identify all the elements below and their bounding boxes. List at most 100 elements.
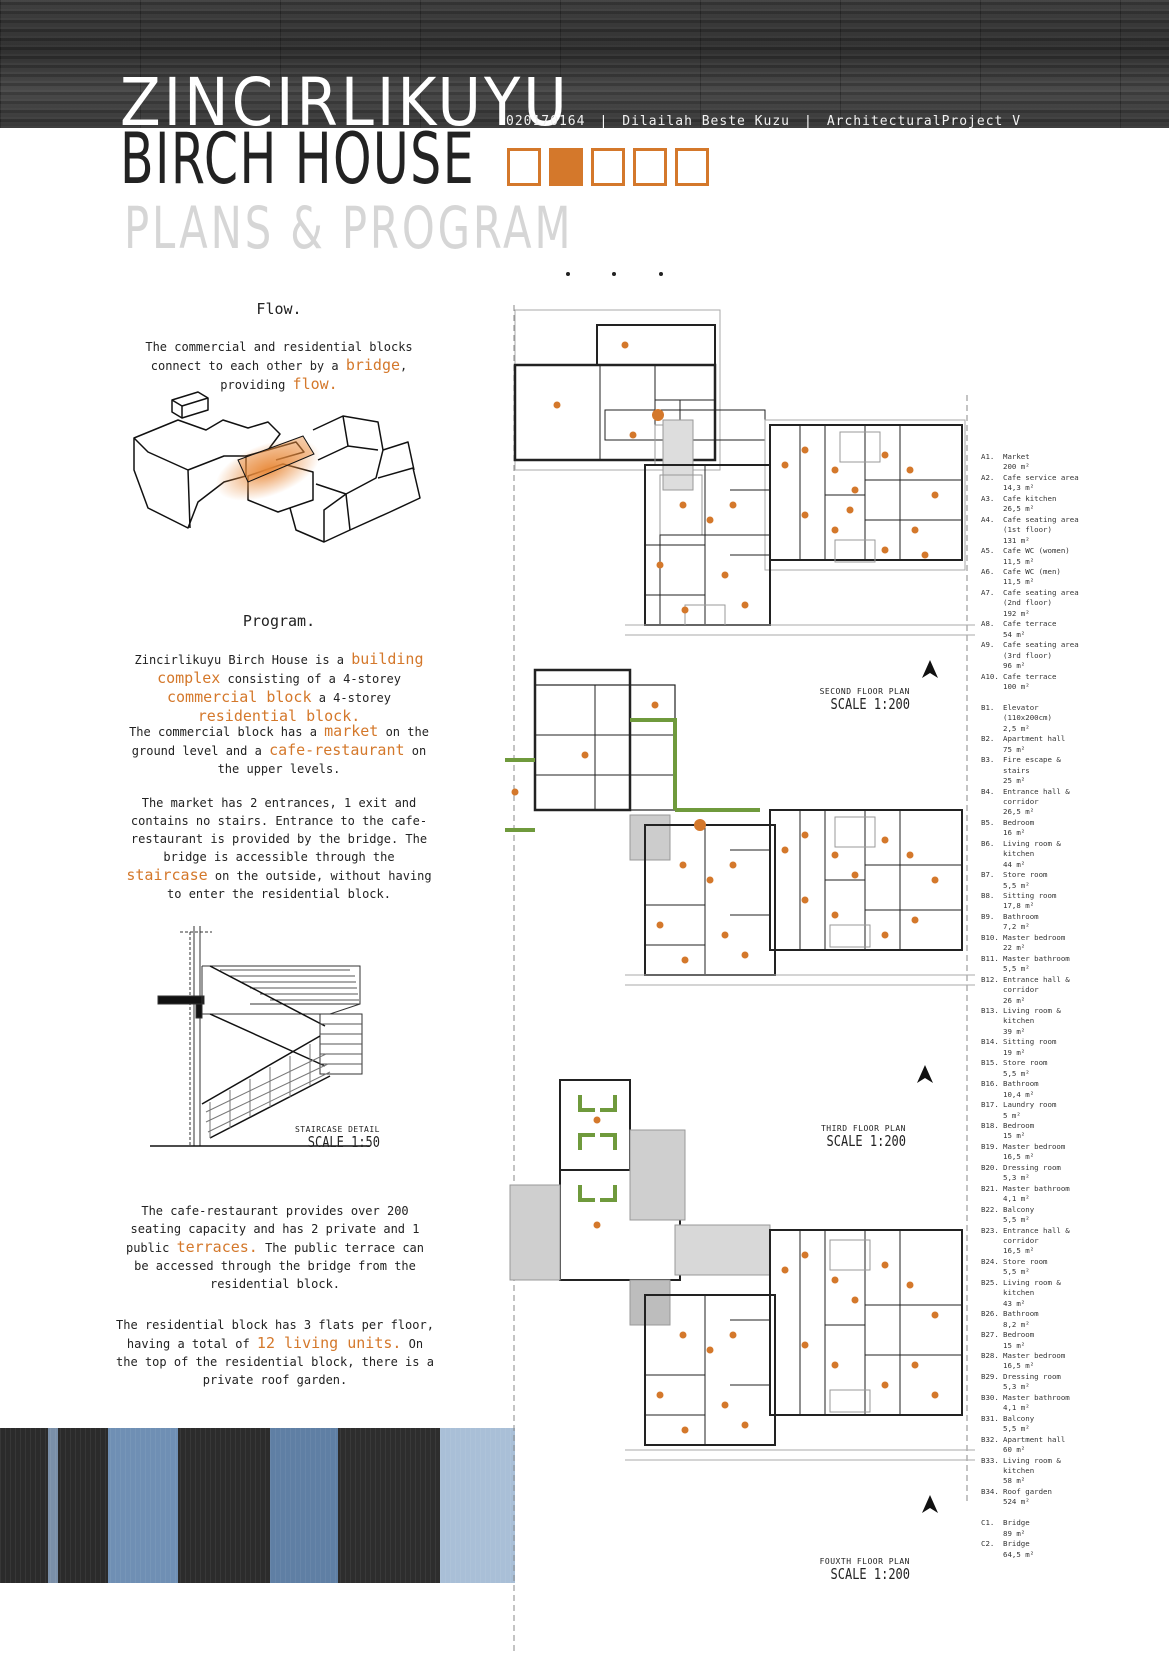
legend-code: B31. [981, 1413, 999, 1423]
program-heading: Program. [242, 612, 316, 630]
legend-code: B13. [981, 1006, 999, 1016]
legend-body: Fire escape & stairs 25 m² [1003, 755, 1091, 786]
legend-room-name: Master bathroom [1003, 1183, 1070, 1193]
legend-item: B32. Apartment hall 60 m² [981, 1435, 1091, 1456]
legend-room-name: Sitting room [1003, 1037, 1057, 1047]
legend-room-sub: (3rd floor) [1003, 650, 1052, 660]
legend-room-area: 39 m² [1003, 1026, 1026, 1036]
legend-item: B2. Apartment hall 75 m² [981, 734, 1091, 755]
text: a 4-storey [311, 691, 391, 705]
legend-room-name: Cafe kitchen [1003, 493, 1057, 503]
legend-code: B7. [981, 870, 995, 880]
legend-room-area: 58 m² [1003, 1476, 1026, 1486]
legend-room-sub: (2nd floor) [1003, 598, 1052, 608]
legend-room-area: 5,3 m² [1003, 1382, 1030, 1392]
legend-item: B34. Roof garden 524 m² [981, 1487, 1091, 1508]
legend-code: B16. [981, 1079, 999, 1089]
legend-code: B29. [981, 1371, 999, 1381]
legend-room-name: Bedroom [1003, 1330, 1035, 1340]
legend-room-name: Master bathroom [1003, 953, 1070, 963]
legend-room-area: 44 m² [1003, 859, 1026, 869]
legend-room-name: Balcony [1003, 1204, 1035, 1214]
legend-code: B20. [981, 1162, 999, 1172]
legend-room-area: 200 m² [1003, 462, 1030, 472]
legend-body: Living room & kitchen 58 m² [1003, 1456, 1091, 1487]
legend-room-area: 75 m² [1003, 744, 1026, 754]
legend-item: B23. Entrance hall & corridor 16,5 m² [981, 1226, 1091, 1257]
legend-item: A4. Cafe seating area (1st floor) 131 m² [981, 515, 1091, 546]
legend-room-name [1003, 1508, 1007, 1518]
legend-room-area: 100 m² [1003, 681, 1030, 691]
legend-code: B32. [981, 1434, 999, 1444]
legend-code: A8. [981, 619, 995, 629]
legend-room-name: Apartment hall [1003, 1434, 1066, 1444]
legend-body: Master bedroom 16,5 m² [1003, 1351, 1065, 1372]
legend-code: B19. [981, 1141, 999, 1151]
staircase-detail-drawing [150, 926, 370, 1147]
legend-body: Bathroom 10,4 m² [1003, 1079, 1039, 1100]
legend-body: Store room 5,5 m² [1003, 870, 1048, 891]
progress-square-active [549, 148, 583, 186]
legend-body: Store room 5,5 m² [1003, 1257, 1048, 1278]
header-meta: 020170164 | Dilailah Beste Kuzu | Architectu… [506, 114, 1021, 129]
legend-body: Bedroom 15 m² [1003, 1121, 1034, 1142]
legend-room-area: 2,5 m² [1003, 723, 1030, 733]
legend-code: A2. [981, 472, 995, 482]
legend-room-name: Balcony [1003, 1413, 1035, 1423]
student-number: 020170164 [506, 114, 586, 129]
legend-item: A2. Cafe service area 14,3 m² [981, 473, 1091, 494]
legend-item: B3. Fire escape & stairs 25 m² [981, 755, 1091, 786]
text: On the top of the residential block, the… [116, 1337, 434, 1387]
legend-room-area: 4,1 m² [1003, 1403, 1030, 1413]
legend-body: Laundry room 5 m² [1003, 1100, 1056, 1121]
legend-code: B5. [981, 817, 995, 827]
legend-code: B23. [981, 1225, 999, 1235]
legend-item: C2. Bridge 64,5 m² [981, 1539, 1091, 1560]
legend-body: Sitting room 17,8 m² [1003, 891, 1056, 912]
author-name: Dilailah Beste Kuzu [622, 114, 790, 129]
legend-room-name: Dressing room [1003, 1371, 1061, 1381]
legend-item: B20. Dressing room 5,3 m² [981, 1163, 1091, 1184]
dot [566, 272, 570, 276]
legend-item: C1. Bridge 89 m² [981, 1518, 1091, 1539]
legend-body: Sitting room 19 m² [1003, 1037, 1056, 1058]
legend-item: A8. Cafe terrace 54 m² [981, 619, 1091, 640]
legend-body: Bathroom 7,2 m² [1003, 912, 1039, 933]
legend-body: Cafe terrace 54 m² [1003, 619, 1056, 640]
legend-code: B18. [981, 1121, 999, 1130]
legend-room-area: 5,5 m² [1003, 1267, 1030, 1277]
legend-room-area: 524 m² [1003, 1497, 1030, 1507]
legend-room-area: 17,8 m² [1003, 901, 1035, 911]
program-paragraph-1: Zincirlikuyu Birch House is a building c… [120, 650, 438, 726]
highlight: residential block. [197, 707, 361, 725]
legend-code: B14. [981, 1037, 999, 1047]
legend-room-area: 11,5 m² [1003, 556, 1035, 566]
legend-room-area: 5 m² [1003, 1110, 1021, 1120]
legend-body: Cafe seating area (1st floor) 131 m² [1003, 515, 1079, 546]
room-tags [511, 341, 939, 1434]
legend-code: B10. [981, 932, 999, 942]
legend-room-name: Bathroom [1003, 1309, 1039, 1319]
legend-code: A10. [981, 671, 999, 681]
legend-code: B6. [981, 838, 995, 848]
legend-item: B16. Bathroom 10,4 m² [981, 1079, 1091, 1100]
highlight: bridge [345, 356, 401, 374]
legend-body [1003, 1508, 1007, 1518]
legend-item: B24. Store room 5,5 m² [981, 1257, 1091, 1278]
highlight: cafe-restaurant [269, 741, 405, 759]
plan-label-second: SECOND FLOOR PLAN [819, 687, 910, 696]
legend-room-name: Roof garden [1003, 1486, 1052, 1496]
legend-body: Cafe terrace 100 m² [1003, 672, 1056, 693]
legend-code: A3. [981, 493, 995, 503]
legend-room-area: 14,3 m² [1003, 483, 1035, 493]
text: Zincirlikuyu Birch House is a [134, 653, 352, 667]
legend-item: B13. Living room & kitchen 39 m² [981, 1006, 1091, 1037]
legend-body: Dressing room 5,3 m² [1003, 1372, 1061, 1393]
legend-item: B10. Master bedroom 22 m² [981, 933, 1091, 954]
wood-grain [0, 1428, 515, 1583]
legend-room-name: Entrance hall & corridor [1003, 786, 1070, 806]
legend-room-area: 89 m² [1003, 1528, 1026, 1538]
text: , providing [220, 359, 408, 392]
highlight: terraces. [176, 1238, 258, 1256]
legend-room-area: 5,5 m² [1003, 1215, 1030, 1225]
